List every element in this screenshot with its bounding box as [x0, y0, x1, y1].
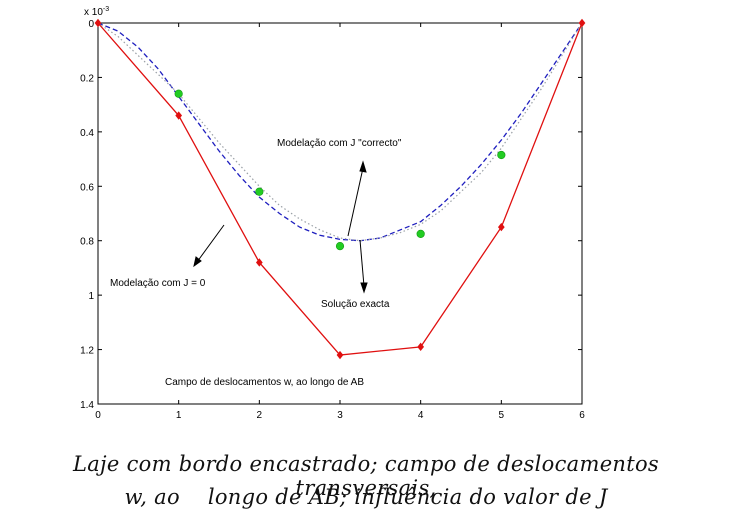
data-point-circle: [416, 229, 425, 239]
annotation-j-zero: Modelação com J = 0: [110, 278, 206, 289]
data-point-diamond: [175, 111, 183, 120]
series-line-dashed: [97, 22, 583, 242]
x-tick-label: 5: [499, 410, 505, 421]
y-tick-label: 1.2: [80, 346, 94, 357]
arrow-left-line: [196, 224, 225, 263]
arrow-down-head: [360, 282, 368, 294]
data-point-circle: [335, 242, 345, 251]
plot-axes: [97, 22, 583, 405]
annotation-j-correcto: Modelação com J "correcto": [277, 138, 402, 149]
x-tick-label: 2: [257, 410, 263, 421]
y-tick-label: 1.4: [80, 400, 94, 411]
displacement-chart: 0 1 2 3 4 5 6 0 0.2 0.4 0.6 0.8 1 1.2 1.4 x 10-3 Mode…: [80, 6, 586, 421]
data-point-diamond: [417, 342, 425, 352]
x-tick-labels: 0 1 2 3 4 5 6: [95, 410, 585, 421]
y-tick-label: 0.8: [80, 237, 94, 248]
data-point-circle: [174, 89, 183, 98]
data-point-diamond: [578, 18, 586, 28]
caption-line-2: w, ao longo de AB; influência do valor d…: [124, 485, 608, 509]
arrow-up-head: [359, 160, 367, 173]
x-tick-label: 6: [579, 410, 585, 421]
x-tick-label: 1: [176, 410, 182, 421]
y-tick-label: 1: [88, 291, 94, 302]
data-point-diamond: [497, 222, 505, 232]
data-point-diamond: [336, 350, 344, 360]
x-tick-label: 0: [95, 410, 101, 421]
y-tick-label: 0: [88, 19, 94, 30]
x-tick-label: 3: [337, 410, 343, 421]
arrow-down-line: [359, 239, 365, 287]
data-point-circle: [497, 150, 506, 160]
arrow-up-line: [347, 167, 364, 237]
caption-line-1: Laje com bordo encastrado; campo de desl…: [72, 452, 660, 500]
arrow-left-head: [193, 256, 202, 268]
y-tick-labels: 0 0.2 0.4 0.6 0.8 1 1.2 1.4: [80, 19, 94, 411]
annotation-arrows: [193, 160, 368, 294]
marker-layer: [94, 18, 586, 360]
data-point-diamond: [255, 258, 263, 267]
x-tick-label: 4: [418, 410, 424, 421]
annotation-solucao-exacta: Solução exacta: [321, 299, 390, 310]
data-point-diamond: [94, 18, 102, 28]
y-tick-label: 0.4: [80, 128, 94, 139]
multiplier-label: x 10-3: [84, 6, 109, 18]
plot-frame: [97, 22, 583, 405]
data-point-circle: [255, 187, 264, 196]
y-tick-label: 0.6: [80, 182, 94, 193]
annotation-campo-deslocamentos: Campo de deslocamentos w, ao longo de AB: [165, 377, 364, 388]
y-tick-label: 0.2: [80, 73, 94, 84]
